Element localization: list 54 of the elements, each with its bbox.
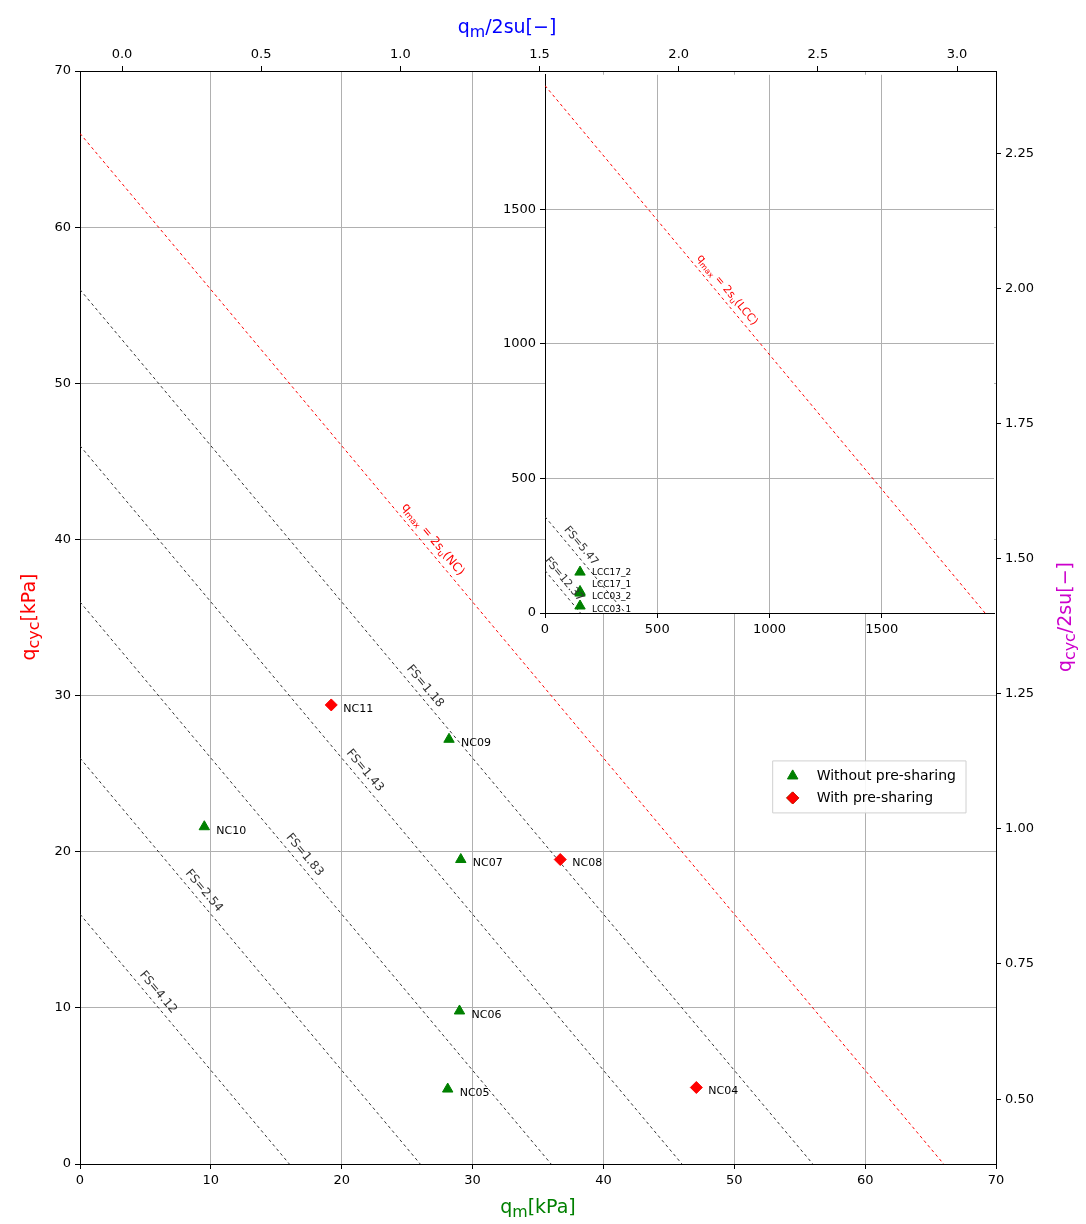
x-tick-label: 1000 — [752, 621, 787, 637]
y2-tick-label: 2.00 — [1005, 279, 1034, 295]
x-tick-label: 0 — [540, 621, 550, 637]
y2-tick-label: 1.50 — [1005, 549, 1034, 565]
x2-tick-label: 1.5 — [529, 45, 550, 61]
x-axis-title: q$_{m}$[kPa] — [500, 1194, 576, 1222]
annotation: NC09 — [461, 736, 491, 750]
x2-tick-label: 2.5 — [807, 45, 829, 61]
y2-tick-label: 1.75 — [1005, 414, 1034, 430]
x2-tick-label: 0.5 — [250, 45, 272, 61]
x-tick-label: 40 — [595, 1172, 612, 1188]
x2-tick-label: 0.0 — [111, 45, 133, 61]
y2-tick-label: 2.25 — [1005, 144, 1034, 160]
x-tick-label: 1500 — [865, 621, 899, 637]
annotation: LCC17_2 — [592, 567, 632, 578]
annotation: NC07 — [472, 856, 503, 870]
y-tick-label: 1000 — [502, 335, 536, 351]
y-tick-label: 20 — [54, 843, 71, 859]
y-tick-label: 500 — [511, 469, 536, 485]
x2-axis-title: q$_{m}$/2su[−] — [457, 14, 557, 42]
x-tick-label: 60 — [856, 1172, 874, 1188]
annotation: NC11 — [343, 701, 374, 715]
y2-tick-label: 0.75 — [1005, 955, 1034, 971]
legend-label: With pre-sharing — [816, 788, 934, 805]
annotation: NC05 — [459, 1085, 490, 1099]
x2-tick-label: 3.0 — [946, 45, 968, 61]
y-tick-label: 0 — [62, 1155, 71, 1171]
legend-label: Without pre-sharing — [816, 766, 957, 783]
x-tick-label: 0 — [75, 1172, 85, 1188]
annotation: NC04 — [708, 1084, 739, 1098]
annotation: NC08 — [572, 856, 603, 870]
y-tick-label: 40 — [54, 530, 71, 546]
annotation: NC06 — [471, 1007, 502, 1021]
y-tick-label: 0 — [527, 604, 536, 620]
y2-tick-label: 1.25 — [1005, 685, 1034, 701]
x-tick-label: 30 — [464, 1172, 481, 1188]
y-tick-label: 50 — [54, 374, 71, 390]
y-tick-label: 70 — [54, 62, 71, 78]
y-tick-label: 10 — [54, 999, 71, 1015]
annotation: NC10 — [216, 823, 247, 837]
y2-tick-label: 0.50 — [1005, 1090, 1034, 1106]
annotation: LCC03_2 — [592, 591, 632, 602]
x-tick-label: 10 — [202, 1172, 220, 1188]
y-tick-label: 1500 — [502, 200, 536, 216]
x2-tick-label: 2.0 — [668, 45, 690, 61]
y2-tick-label: 1.00 — [1005, 820, 1034, 836]
y-tick-label: 30 — [54, 686, 71, 702]
x-tick-label: 500 — [644, 621, 670, 637]
annotation: LCC17_1 — [592, 579, 632, 590]
x-tick-label: 20 — [333, 1172, 350, 1188]
x-tick-label: 70 — [987, 1172, 1005, 1188]
y-tick-label: 60 — [54, 218, 71, 234]
x-tick-label: 50 — [726, 1172, 743, 1188]
x2-tick-label: 1.0 — [390, 45, 411, 61]
